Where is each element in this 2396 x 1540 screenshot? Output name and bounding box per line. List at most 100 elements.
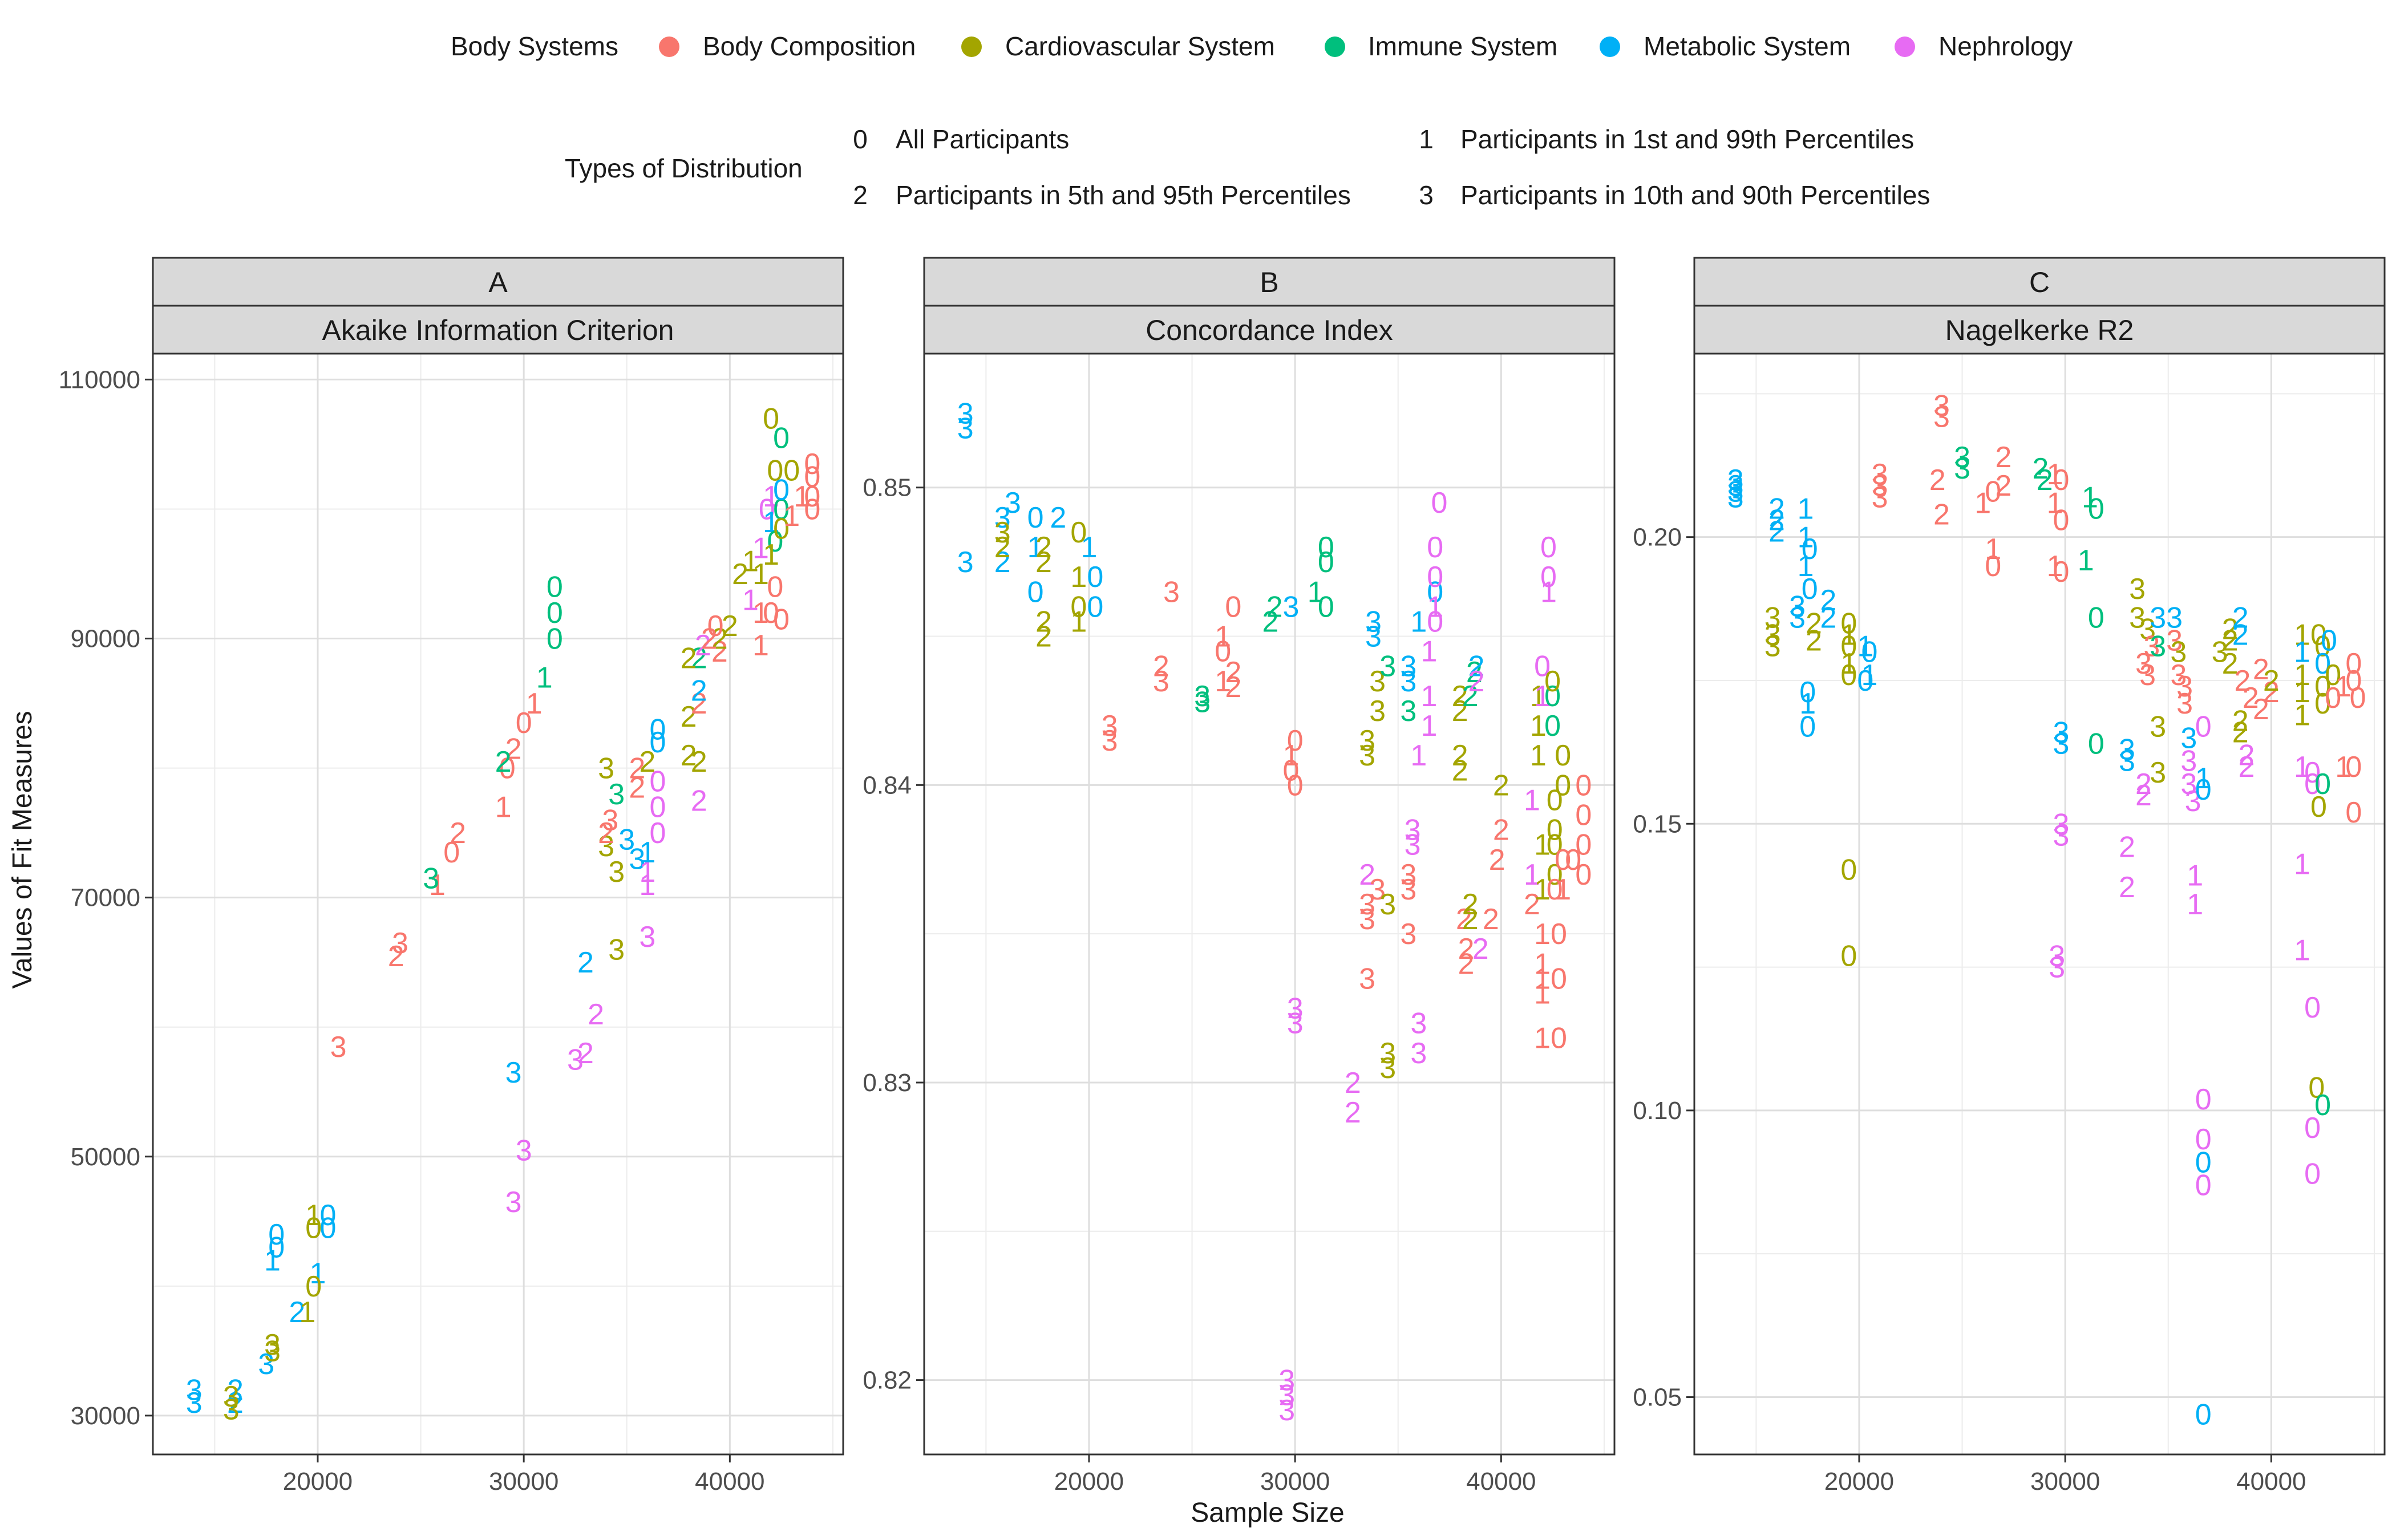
data-point: 3 [2170, 659, 2187, 692]
data-point: 0 [1215, 635, 1231, 668]
strip-title-label-b: Concordance Index [1146, 314, 1393, 346]
data-point: 3 [598, 830, 614, 863]
data-point: 1 [1524, 784, 1540, 817]
data-point: 3 [1278, 1364, 1295, 1397]
data-point: 3 [2170, 636, 2187, 669]
data-point: 1 [495, 791, 512, 824]
data-point: 1 [1410, 739, 1427, 772]
data-point: 3 [598, 752, 614, 785]
data-point: 2 [1462, 888, 1479, 921]
data-point: 0 [2195, 1083, 2212, 1116]
data-point: 2 [2032, 452, 2049, 485]
x-tick-label: 20000 [1054, 1468, 1124, 1496]
data-point: 1 [2335, 751, 2352, 784]
y-tick-label: 110000 [58, 366, 140, 394]
y-tick-label: 0.83 [863, 1069, 912, 1097]
data-point: 0 [1427, 605, 1443, 638]
data-point: 0 [547, 623, 563, 656]
data-point: 3 [1379, 1037, 1396, 1070]
data-point: 1 [536, 662, 553, 695]
data-point: 1 [2335, 670, 2352, 703]
data-point: 0 [2345, 796, 2362, 829]
data-point: 1 [2294, 751, 2310, 784]
data-point: 0 [305, 1270, 322, 1303]
legend-key-body-composition [659, 37, 679, 57]
data-point: 0 [2314, 687, 2331, 720]
data-point: 2 [1035, 605, 1052, 638]
data-point: 3 [994, 516, 1011, 549]
data-point: 0 [1287, 769, 1304, 802]
x-axis-title: Sample Size [1191, 1498, 1344, 1528]
data-point: 2 [1035, 546, 1052, 579]
data-point: 3 [1954, 441, 1970, 474]
data-points-a: 33 22310021003333100132310210201321000333… [186, 403, 821, 1426]
data-point: 2 [639, 745, 655, 779]
data-point: 2 [1452, 754, 1468, 787]
data-point: 0 [2195, 710, 2212, 743]
data-point: 1 [1534, 977, 1551, 1010]
data-point: 0 [547, 571, 563, 604]
data-point: 3 [223, 1393, 240, 1426]
data-point: 2 [2222, 613, 2239, 646]
strip-tag-label-c: C [2029, 266, 2050, 298]
data-point: 1 [1840, 647, 1857, 680]
data-point: 0 [1318, 590, 1334, 623]
data-point: 2 [1153, 650, 1169, 683]
data-point: 0 [1318, 546, 1334, 579]
x-tick-label: 30000 [489, 1468, 558, 1496]
data-point: 0 [2304, 991, 2321, 1024]
legend-key-metabolic-system [1600, 37, 1620, 57]
data-point: 2 [227, 1387, 244, 1420]
data-point: 3 [2180, 722, 2197, 755]
data-point: 0 [1802, 573, 1818, 606]
data-point: 3 [1764, 630, 1781, 663]
data-point: 0 [1427, 561, 1443, 594]
data-point: 2 [2239, 751, 2255, 784]
data-point: 0 [547, 597, 563, 630]
data-point: 2 [1456, 903, 1472, 936]
data-point: 3 [1102, 724, 1118, 757]
data-point: 2 [2232, 704, 2249, 737]
data-point: 2 [1266, 590, 1283, 623]
data-point: 1 [2047, 550, 2063, 583]
data-point: 0 [649, 817, 666, 850]
data-point: 3 [2180, 745, 2197, 778]
data-point: 3 [1727, 464, 1744, 497]
data-point: 3 [1287, 1007, 1304, 1040]
data-point: 2 [1483, 903, 1499, 936]
legend-key-cardiovascular-system [961, 37, 982, 57]
data-point: 0 [2345, 751, 2362, 784]
data-point: 1 [2187, 888, 2203, 921]
x-tick-label: 30000 [2030, 1468, 2100, 1496]
data-point: 2 [1035, 621, 1052, 654]
data-point: 3 [264, 1328, 281, 1361]
data-point: 2 [1933, 498, 1950, 531]
y-tick-label: 0.10 [1633, 1097, 1682, 1125]
data-point: 2 [1489, 844, 1505, 877]
data-point: 2 [1345, 1096, 1361, 1129]
data-point: 0 [268, 1231, 285, 1265]
data-point: 1 [1427, 590, 1443, 623]
data-point: 2 [691, 745, 707, 779]
data-point: 0 [1565, 844, 1581, 877]
data-point: 0 [2325, 682, 2341, 715]
data-point: 1 [2294, 699, 2310, 732]
data-point: 3 [1727, 481, 1744, 514]
legend-label-cardiovascular-system: Cardiovascular System [1005, 31, 1275, 61]
data-point: 0 [1985, 550, 2001, 583]
data-point: 2 [2135, 779, 2152, 812]
plot-area-b [924, 354, 1614, 1454]
data-point: 1 [2294, 636, 2310, 669]
data-point: 2 [1050, 501, 1066, 534]
data-point: 0 [1282, 754, 1299, 787]
data-point: 0 [767, 454, 783, 487]
data-point: 0 [2321, 625, 2337, 658]
data-point: 2 [2119, 871, 2135, 904]
data-point: 0 [2308, 1072, 2325, 1105]
data-point: 0 [1540, 561, 1557, 594]
data-point: 2 [629, 772, 645, 805]
data-point: 0 [1840, 854, 1857, 887]
data-point: 3 [1400, 873, 1416, 906]
